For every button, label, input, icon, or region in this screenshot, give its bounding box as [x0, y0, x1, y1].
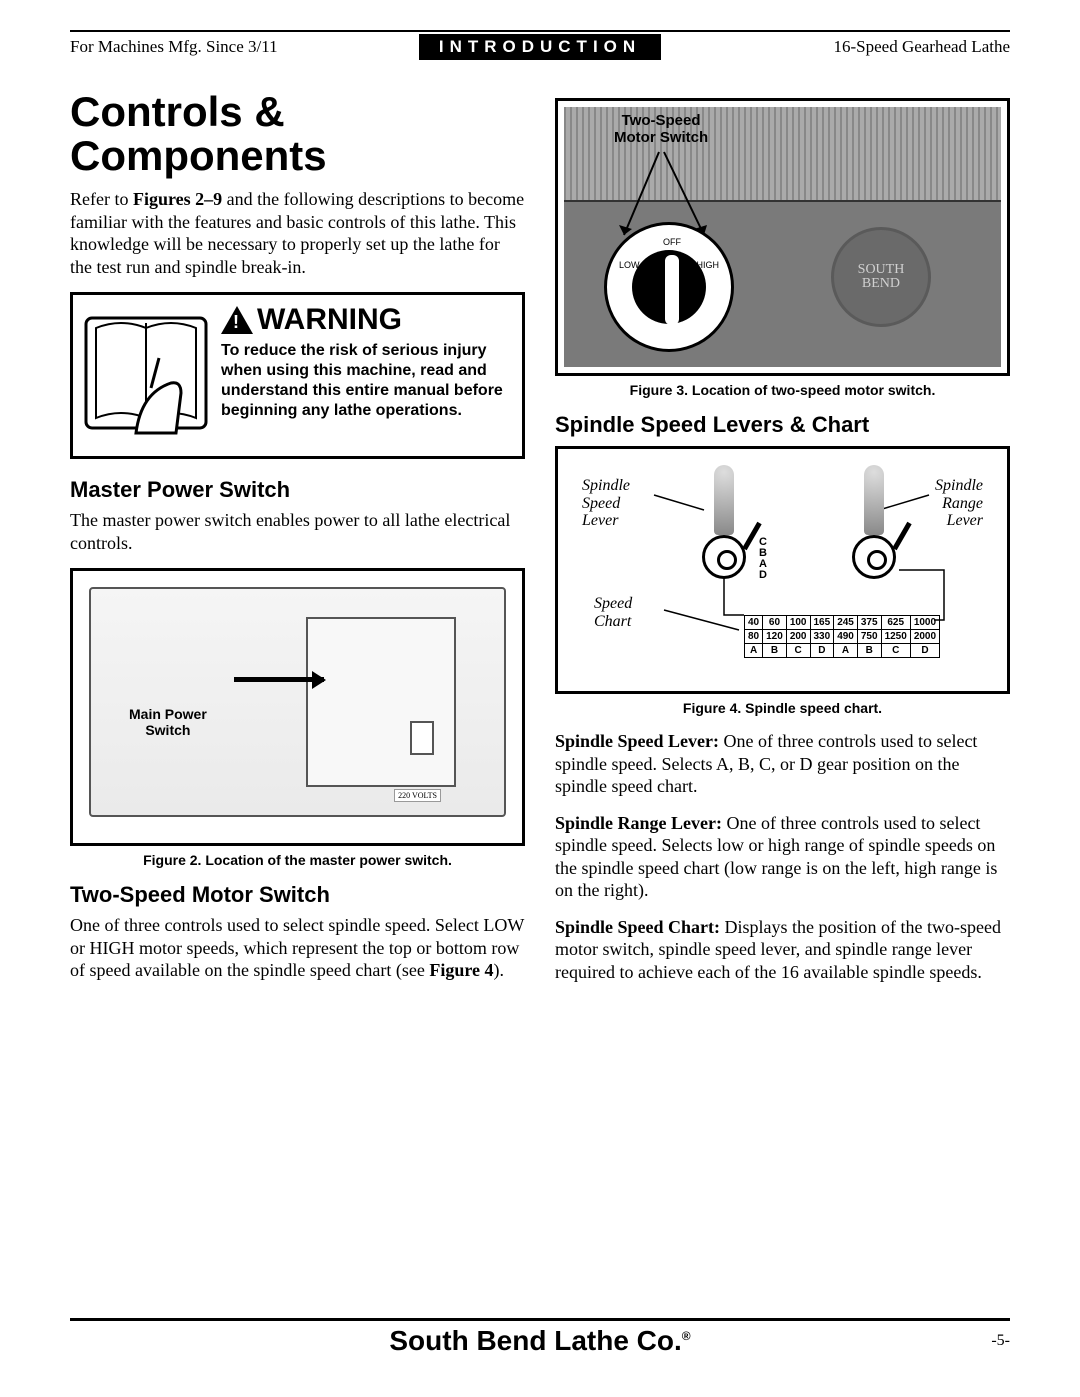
spindle-range-lever-para: Spindle Range Lever: One of three contro… [555, 812, 1010, 902]
warning-text-col: WARNING To reduce the risk of serious in… [221, 303, 514, 448]
two-speed-text: One of three controls used to select spi… [70, 914, 525, 982]
fig2-callout-l2: Switch [145, 722, 190, 738]
two-speed-heading: Two-Speed Motor Switch [70, 882, 525, 908]
left-column: Controls & Components Refer to Figures 2… [70, 90, 525, 997]
page-title: Controls & Components [70, 90, 525, 178]
figure-4-drawing: Spindle Speed Lever Spindle Range Lever … [564, 455, 1001, 685]
fig4-cba: C B A D [759, 537, 767, 581]
figure-2: 220 VOLTS Main Power Switch [70, 568, 525, 846]
figure-2-drawing: 220 VOLTS Main Power Switch [79, 577, 516, 837]
warning-box: WARNING To reduce the risk of serious in… [70, 292, 525, 459]
master-power-heading: Master Power Switch [70, 477, 525, 503]
header-right: 16-Speed Gearhead Lathe [661, 37, 1010, 57]
fig4-left-label: Spindle Speed Lever [582, 477, 630, 530]
two-speed-post: ). [494, 960, 505, 980]
figure-3-caption: Figure 3. Location of two-speed motor sw… [555, 382, 1010, 398]
fig3-leaders [564, 107, 1004, 367]
figure-3-drawing: SOUTHBEND LOW OFF HIGH Two-Speed Motor S… [564, 107, 1001, 367]
warning-triangle-icon [221, 306, 253, 334]
intro-paragraph: Refer to Figures 2–9 and the following d… [70, 188, 525, 278]
fig4-chart-label: Speed Chart [594, 595, 632, 630]
book-icon [81, 303, 211, 443]
two-speed-bold: Figure 4 [429, 960, 493, 980]
fig2-callout: Main Power Switch [129, 707, 207, 738]
warning-text: To reduce the risk of serious injury whe… [221, 341, 514, 421]
figure-3: SOUTHBEND LOW OFF HIGH Two-Speed Motor S… [555, 98, 1010, 376]
warning-title-row: WARNING [221, 303, 514, 337]
top-rule [70, 30, 1010, 32]
ssc-bold: Spindle Speed Chart: [555, 917, 720, 937]
fig4-right-label: Spindle Range Lever [935, 477, 983, 530]
speed-row-1: 40601001652453756251000 [745, 616, 940, 630]
spindle-heading: Spindle Speed Levers & Chart [555, 412, 1010, 438]
figure-4-caption: Figure 4. Spindle speed chart. [555, 700, 1010, 716]
speed-row-2: 8012020033049075012502000 [745, 630, 940, 644]
figure-4: Spindle Speed Lever Spindle Range Lever … [555, 446, 1010, 694]
warning-illustration [81, 303, 211, 448]
footer: South Bend Lathe Co.® -5- [70, 1318, 1010, 1357]
spindle-speed-lever-para: Spindle Speed Lever: One of three contro… [555, 730, 1010, 798]
header-left: For Machines Mfg. Since 3/11 [70, 37, 419, 57]
speed-chart-table: 40601001652453756251000 8012020033049075… [744, 615, 940, 658]
speed-row-3: ABCDABCD [745, 644, 940, 658]
warning-title: WARNING [257, 303, 402, 337]
fig2-arrow [234, 677, 324, 682]
fig2-callout-l1: Main Power [129, 706, 207, 722]
intro-bold: Figures 2–9 [133, 189, 222, 209]
page-number: -5- [950, 1332, 1010, 1350]
master-power-text: The master power switch enables power to… [70, 509, 525, 554]
intro-pre: Refer to [70, 189, 133, 209]
srl-bold: Spindle Range Lever: [555, 813, 722, 833]
content-columns: Controls & Components Refer to Figures 2… [70, 90, 1010, 997]
header-center: INTRODUCTION [419, 34, 661, 60]
figure-2-caption: Figure 2. Location of the master power s… [70, 852, 525, 868]
right-column: SOUTHBEND LOW OFF HIGH Two-Speed Motor S… [555, 90, 1010, 997]
header-bar: For Machines Mfg. Since 3/11 INTRODUCTIO… [70, 34, 1010, 60]
ssl-bold: Spindle Speed Lever: [555, 731, 719, 751]
footer-brand: South Bend Lathe Co.® [130, 1325, 950, 1357]
volts-label: 220 VOLTS [394, 789, 441, 802]
spindle-speed-chart-para: Spindle Speed Chart: Displays the positi… [555, 916, 1010, 984]
